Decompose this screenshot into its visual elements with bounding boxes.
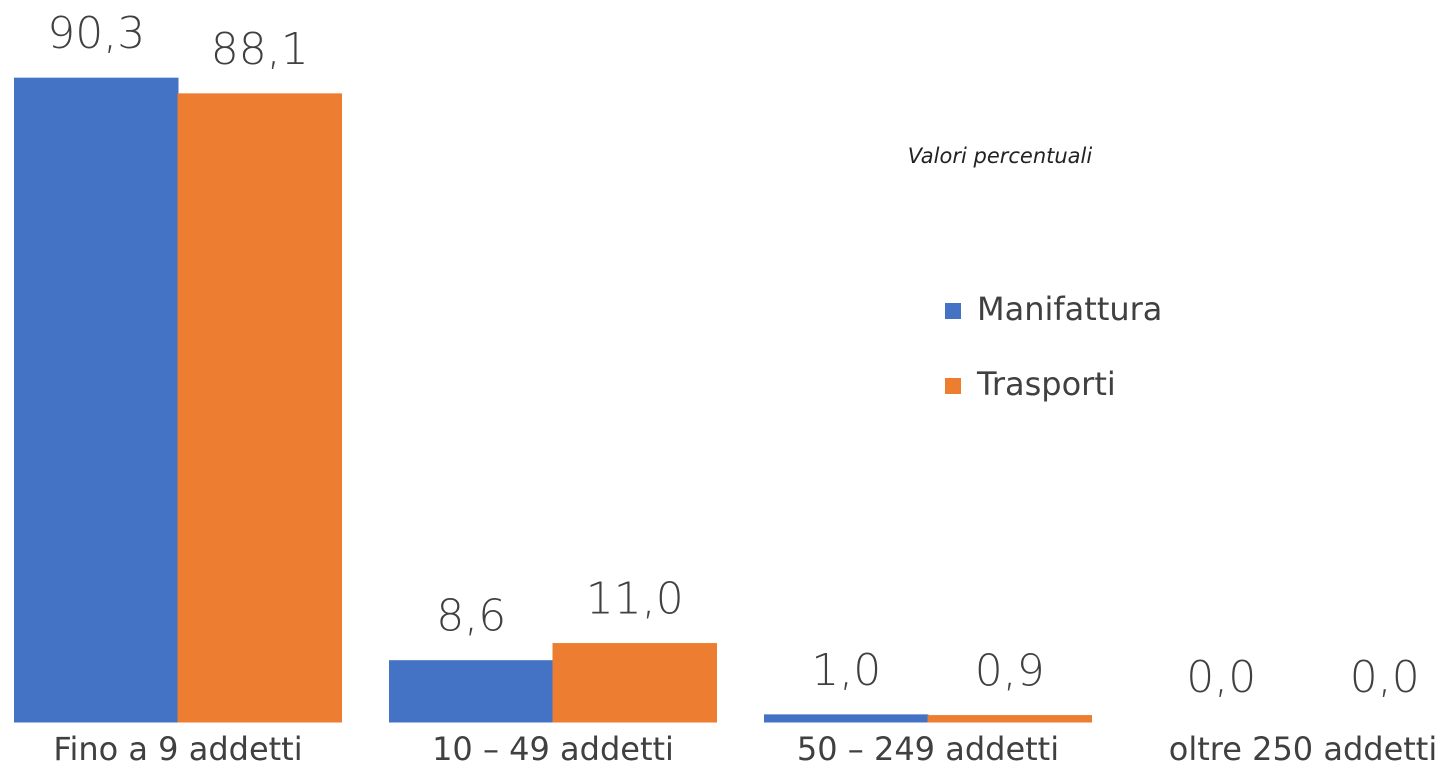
- bar: [552, 643, 717, 723]
- data-label: 88,1: [211, 24, 309, 75]
- x-tick-label: oltre 250 addetti: [1169, 730, 1437, 768]
- legend-label: Manifattura: [977, 290, 1162, 328]
- data-label: 8,6: [436, 591, 506, 642]
- data-label: 1,0: [811, 645, 881, 696]
- bar: [389, 660, 554, 723]
- legend-label: Trasporti: [976, 365, 1116, 403]
- x-tick-label: Fino a 9 addetti: [53, 730, 302, 768]
- x-tick-label: 10 – 49 addetti: [432, 730, 674, 768]
- x-tick-label: 50 – 249 addetti: [797, 730, 1059, 768]
- annotation: Valori percentuali: [908, 144, 1093, 168]
- data-label: 11,0: [586, 574, 684, 625]
- bar: [177, 93, 342, 723]
- bar: [927, 715, 1092, 723]
- data-label: 0,9: [975, 646, 1045, 697]
- legend-swatch: [945, 303, 961, 319]
- data-label: 0,0: [1186, 652, 1256, 703]
- legend-swatch: [945, 378, 961, 394]
- bar: [764, 714, 929, 723]
- data-label: 0,0: [1350, 652, 1420, 703]
- bar: [14, 77, 179, 723]
- data-label: 90,3: [47, 8, 145, 59]
